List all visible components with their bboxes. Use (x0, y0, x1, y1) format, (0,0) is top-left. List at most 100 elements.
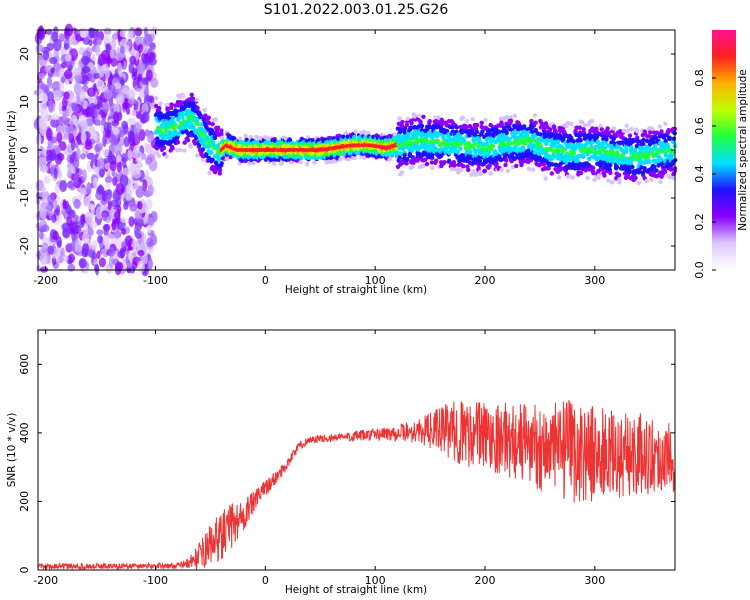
spectrogram-noise-cell (43, 175, 51, 184)
spectrogram-noise-cell (65, 204, 72, 215)
spectrogram-noise-cell (109, 160, 117, 172)
spectrogram-signal-cell (490, 143, 496, 148)
spectrogram-signal-cell (514, 163, 519, 169)
spectrogram-signal-cell (651, 140, 656, 145)
spectrogram-noise-cell (68, 257, 73, 265)
spectrogram-noise-cell (116, 161, 122, 173)
snr-x-tick-label: -200 (33, 574, 58, 587)
spectrogram-signal-cell (329, 159, 335, 165)
spectrogram-signal-cell (164, 128, 169, 134)
spectrogram-signal-cell (499, 167, 504, 173)
spectrogram-signal-cell (527, 152, 532, 157)
spectrogram-noise-cell (102, 234, 110, 247)
spectrogram-noise-cell (80, 131, 87, 144)
spectrogram-noise-cell (119, 45, 125, 55)
spectrogram-signal-cell (219, 131, 224, 136)
spectrogram-signal-cell (593, 144, 598, 150)
spectrogram-signal-cell (477, 158, 483, 164)
spectrogram-signal-cell (590, 118, 595, 124)
spectrogram-noise-cell (145, 143, 153, 155)
spectrogram-noise-cell (113, 111, 120, 124)
spectrogram-signal-cell (399, 170, 405, 175)
spectrogram-signal-cell (491, 133, 496, 138)
spectrogram-signal-cell (480, 142, 486, 147)
spectrogram-signal-cell (166, 102, 171, 107)
spectrogram-signal-cell (578, 132, 583, 138)
spectrogram-noise-cell (94, 144, 101, 153)
spectrogram-signal-cell (515, 142, 521, 147)
snr-y-axis-label: SNR (10 * v/v) (6, 413, 18, 488)
spectrogram-signal-cell (652, 144, 658, 149)
spectrogram-signal-cell (430, 165, 435, 171)
spectrogram-signal-cell (388, 156, 393, 161)
spectrogram-signal-cell (217, 171, 222, 176)
spectrogram-signal-cell (658, 179, 663, 185)
spectrogram-signal-cell (608, 162, 613, 168)
spectrogram-signal-cell (635, 138, 641, 144)
spectrogram-noise-cell (80, 153, 86, 160)
spectrogram-noise-cell (147, 184, 154, 197)
spectrogram-signal-cell (627, 133, 633, 138)
spectrogram-signal-cell (180, 130, 185, 135)
spectrogram-signal-cell (352, 134, 357, 140)
spectrogram-signal-cell (170, 146, 175, 151)
spectrogram-noise-cell (40, 224, 50, 233)
spectrogram-signal-cell (460, 115, 466, 120)
spectrogram-signal-cell (605, 126, 610, 131)
spectrogram-signal-cell (602, 173, 607, 178)
spectrogram-signal-cell (669, 166, 674, 172)
spectrogram-signal-cell (466, 167, 471, 173)
spectrogram-noise-cell (98, 168, 105, 178)
spectrogram-signal-cell (283, 154, 289, 160)
colorbar-tick-label: 0.4 (693, 165, 706, 183)
spectrogram-signal-cell (483, 117, 488, 123)
spectrogram-noise-cell (50, 118, 59, 128)
spectrogram-signal-cell (588, 147, 593, 152)
spectrogram-noise-cell (95, 44, 101, 57)
spectrogram-signal-cell (426, 140, 431, 145)
spectrogram-signal-cell (642, 129, 648, 134)
spectrogram-signal-cell (194, 97, 200, 103)
spectrogram-noise-cell (119, 29, 127, 38)
spectrogram-signal-cell (423, 157, 428, 162)
spectrogram-noise-cell (51, 31, 59, 42)
spectrogram-noise-cell (103, 89, 112, 100)
spectrogram-signal-cell (647, 142, 653, 147)
spectrogram-noise-cell (98, 257, 107, 268)
snr-x-ticks: -200 -100 0 100 200 300 (33, 330, 605, 587)
spectrogram-noise-cell (39, 206, 47, 219)
spectrogram-noise-cell (112, 188, 121, 202)
spectrogram-signal-cell (661, 135, 667, 140)
spectrogram-signal-cell (215, 125, 221, 130)
spectrogram-noise-cell (36, 44, 44, 53)
spectrogram-noise-cell (121, 120, 129, 130)
spectrogram-signal-cell (405, 156, 410, 162)
spectrogram-signal-cell (416, 113, 422, 119)
colorbar-tick-label: 0.6 (693, 117, 706, 135)
spectrogram-noise-cell (138, 129, 146, 141)
spectrogram-signal-cell (507, 136, 512, 142)
spectrogram-noise-cell (58, 170, 63, 179)
spectrogram-signal-cell (650, 126, 655, 132)
spectrogram-signal-cell (493, 149, 498, 154)
spectrogram-noise-cell (73, 118, 79, 126)
spectrogram-y-tick-label: 10 (18, 95, 31, 109)
spectrogram-signal-cell (606, 130, 611, 135)
spectrogram-signal-cell (219, 135, 225, 141)
spectrogram-signal-cell (471, 168, 476, 174)
spectrogram-noise-cell (80, 148, 86, 155)
spectrogram-noise-cell (109, 48, 115, 59)
spectrogram-signal-cell (298, 160, 303, 165)
spectrogram-signal-cell (430, 138, 435, 143)
spectrogram-signal-cell (338, 157, 343, 162)
spectrogram-signal-cell (168, 105, 174, 111)
spectrogram-noise-cell (63, 91, 70, 100)
spectrogram-signal-cell (666, 144, 671, 149)
spectrogram-signal-cell (217, 167, 223, 173)
spectrogram-signal-cell (526, 166, 532, 171)
spectrogram-signal-cell (499, 157, 504, 162)
spectrogram-noise-cell (64, 54, 72, 62)
spectrogram-signal-cell (195, 153, 200, 158)
